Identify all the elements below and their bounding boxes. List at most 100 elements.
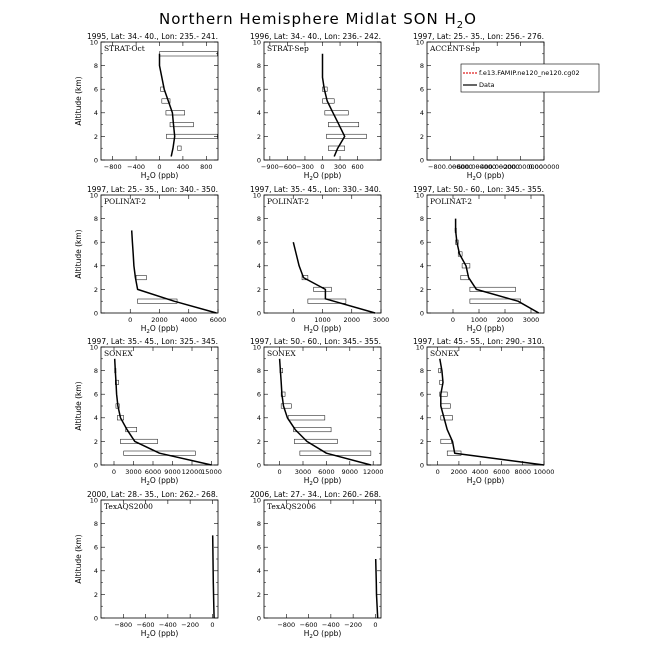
x-tick-label: −300 [296, 163, 314, 171]
y-tick-label: 8 [257, 367, 261, 375]
panel-header: 1996, Lat: 34.- 40., Lon: 236.- 242. [250, 32, 381, 41]
x-tick-label: 12000 [363, 468, 384, 476]
y-tick-label: 8 [257, 520, 261, 528]
x-axis-label: H2O (ppb) [304, 324, 342, 335]
x-tick-label: −400 [159, 621, 177, 629]
chart-panel-11: 2006, Lat: 27.- 34., Lon: 260.- 268. TexA… [250, 490, 382, 640]
y-tick-label: 6 [94, 239, 98, 247]
data-profile-line [278, 358, 372, 466]
x-tick-label: 6000 [145, 468, 162, 476]
y-tick-label: 6 [420, 86, 424, 94]
y-tick-label: 10 [416, 191, 424, 199]
x-tick-label: 0 [157, 163, 161, 171]
y-tick-label: 6 [94, 391, 98, 399]
data-range-box [161, 98, 171, 104]
x-tick-label: 0 [373, 621, 377, 629]
data-range-box [469, 298, 521, 304]
chart-panel-8: 1997, Lat: 50.- 60., Lon: 345.- 355. SONE… [250, 337, 384, 487]
y-tick-label: 10 [253, 343, 261, 351]
x-tick-label: 2000 [497, 316, 514, 324]
panel-tag: TexAQS2000 [104, 502, 153, 511]
chart-panel-10: 2000, Lat: 28.- 35., Lon: 262.- 268. TexA… [74, 490, 219, 640]
y-tick-label: 6 [94, 544, 98, 552]
panel-header: 2000, Lat: 28.- 35., Lon: 262.- 268. [87, 490, 218, 499]
panel-tag: STRAT-Sep [267, 44, 309, 53]
y-tick-label: 4 [257, 414, 261, 422]
x-tick-label: 0 [451, 316, 455, 324]
plot-frame [426, 194, 545, 314]
y-tick-label: 0 [94, 614, 98, 622]
x-axis-label: H2O (ppb) [141, 476, 179, 487]
data-range-box [460, 275, 469, 281]
y-tick-label: 6 [420, 239, 424, 247]
data-range-box [165, 110, 185, 116]
y-tick-label: 0 [420, 309, 424, 317]
y-tick-label: 10 [253, 496, 261, 504]
x-tick-label: 0 [210, 621, 214, 629]
y-tick-label: 10 [253, 38, 261, 46]
x-tick-label: −800.000000 [428, 163, 473, 171]
x-tick-label: 9000 [164, 468, 181, 476]
figure-title: Northern Hemisphere Midlat SON H2O [159, 10, 477, 31]
chart-panel-7: 1997, Lat: 35.- 45., Lon: 325.- 345. SONE… [74, 337, 222, 487]
legend-box [460, 63, 600, 93]
data-range-box [324, 110, 349, 116]
data-range-box [440, 403, 451, 409]
x-tick-label: 3000 [295, 468, 312, 476]
x-tick-label: 3000 [523, 316, 540, 324]
x-axis-label: H2O (ppb) [304, 629, 342, 640]
y-tick-label: 2 [94, 286, 98, 294]
panel-tag: SONEX [430, 349, 459, 358]
panel-header: 1997, Lat: 35.- 45., Lon: 325.- 345. [87, 337, 218, 346]
y-tick-label: 0 [257, 309, 261, 317]
data-range-box [440, 438, 452, 444]
panel-tag: POLINAT-2 [267, 197, 309, 206]
x-tick-label: −400.000000 [475, 163, 520, 171]
y-tick-label: 0 [257, 156, 261, 164]
plot-frame [263, 499, 382, 619]
x-tick-label: 0 [436, 468, 440, 476]
panel-header: 1997, Lat: 50.- 60., Lon: 345.- 355. [250, 337, 381, 346]
legend-model-label: f.e13.FAMIP.ne120_ne120.cg02 [479, 69, 580, 77]
y-tick-label: 4 [94, 567, 98, 575]
y-tick-label: 6 [94, 86, 98, 94]
y-tick-label: 10 [90, 38, 98, 46]
x-tick-label: 2000 [451, 468, 468, 476]
data-profile-line [130, 230, 217, 314]
x-tick-label: 4000 [472, 468, 489, 476]
x-axis-label: H2O (ppb) [141, 629, 179, 640]
y-tick-label: 2 [420, 133, 424, 141]
y-tick-label: 8 [420, 367, 424, 375]
x-tick-label: 300 [334, 163, 346, 171]
y-tick-label: 0 [257, 614, 261, 622]
x-tick-label: −600.000000 [451, 163, 496, 171]
data-range-box [301, 275, 309, 281]
panels-group: 1995, Lat: 34.- 40., Lon: 235.- 241. STRA… [74, 32, 600, 640]
x-tick-label: −200.000000 [498, 163, 543, 171]
y-tick-label: 8 [420, 215, 424, 223]
panel-tag: POLINAT-2 [104, 197, 146, 206]
y-tick-label: 8 [94, 62, 98, 70]
chart-panel-2: 1996, Lat: 34.- 40., Lon: 236.- 242. STRA… [250, 32, 382, 182]
data-range-box [438, 368, 442, 374]
chart-panel-6: 1997, Lat: 50.- 60., Lon: 345.- 355. POLI… [413, 185, 545, 335]
y-axis-label: Altitude (km) [74, 534, 83, 583]
x-axis-label: H2O (ppb) [304, 171, 342, 182]
x-tick-label: 1000 [314, 316, 331, 324]
y-tick-label: 2 [94, 133, 98, 141]
x-tick-label: 6000 [493, 468, 510, 476]
data-profile-line [439, 358, 545, 466]
y-axis-label: Altitude (km) [74, 229, 83, 278]
data-range-box [294, 438, 338, 444]
x-tick-label: −400 [322, 621, 340, 629]
y-tick-label: 10 [253, 191, 261, 199]
x-tick-label: 400 [177, 163, 189, 171]
panel-tag: TexAQS2006 [267, 502, 316, 511]
panel-tag: STRAT-Oct [104, 44, 145, 53]
x-tick-label: 3000 [373, 316, 390, 324]
plot-frame [263, 346, 382, 466]
y-tick-label: 8 [420, 62, 424, 70]
y-tick-label: 0 [94, 156, 98, 164]
panel-header: 2006, Lat: 27.- 34., Lon: 260.- 268. [250, 490, 381, 499]
data-range-box [326, 133, 367, 139]
